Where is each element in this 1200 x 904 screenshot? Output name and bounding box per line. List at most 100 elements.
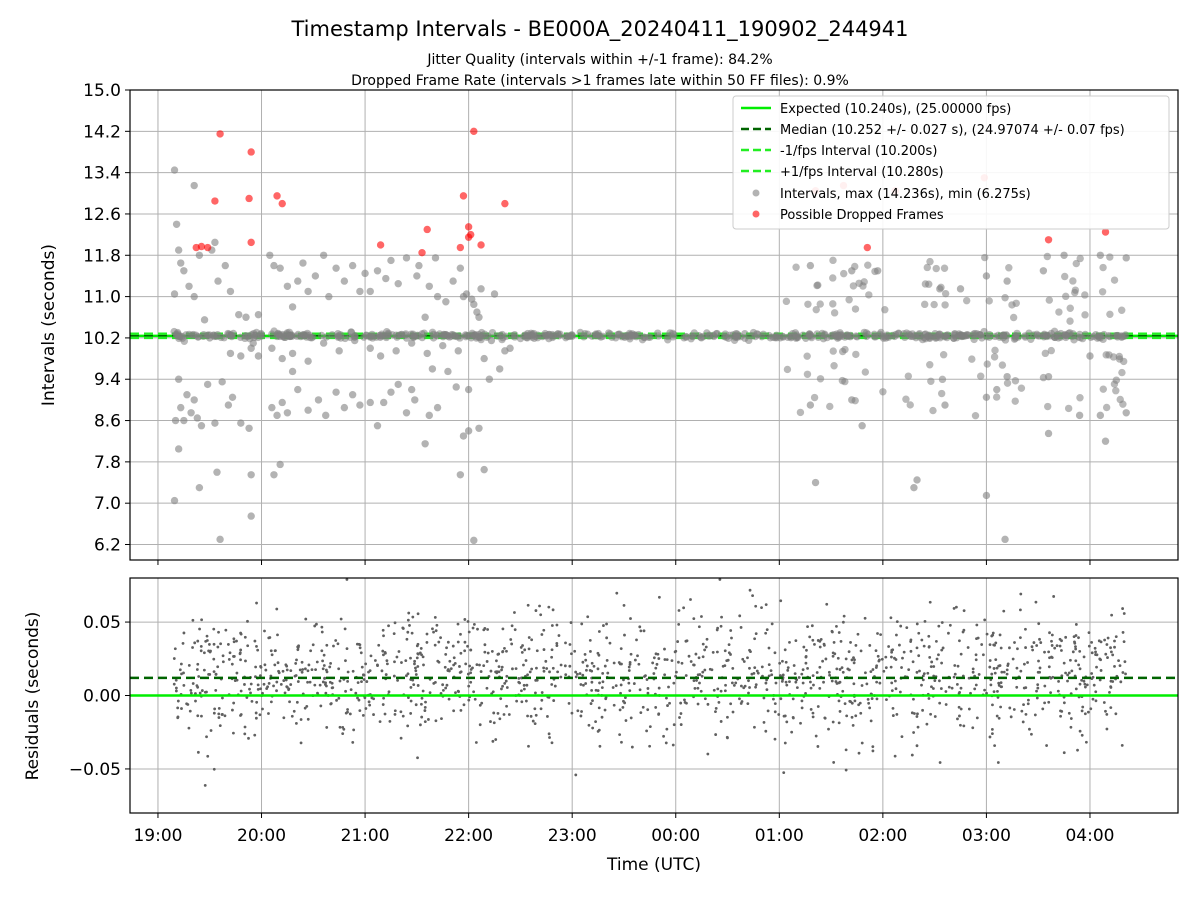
residual-point — [267, 681, 271, 685]
residual-point — [679, 712, 683, 715]
residual-point — [814, 734, 818, 738]
residual-point — [996, 761, 1000, 764]
residual-point — [329, 702, 333, 705]
residual-point — [1090, 672, 1094, 675]
residual-point — [346, 680, 349, 683]
dropped-frame-point — [501, 199, 509, 208]
residual-point — [1058, 637, 1062, 641]
interval-point — [941, 332, 950, 340]
residual-point — [539, 707, 543, 711]
residual-point — [551, 608, 555, 612]
residual-point — [865, 682, 869, 686]
interval-point — [356, 287, 364, 296]
interval-point — [849, 282, 858, 290]
residual-point — [299, 741, 303, 745]
residual-point — [823, 716, 827, 720]
residual-point — [255, 601, 258, 605]
residual-point — [993, 744, 997, 748]
residual-point — [216, 665, 220, 669]
residual-point — [1095, 665, 1098, 669]
residual-point — [833, 652, 837, 656]
interval-point — [829, 256, 837, 265]
interval-point — [366, 344, 374, 352]
residual-point — [971, 667, 975, 671]
interval-point — [237, 352, 245, 360]
interval-point — [304, 406, 312, 414]
residual-point — [729, 653, 732, 656]
residual-point — [889, 616, 893, 620]
residual-point — [479, 670, 483, 673]
intervals-y-tick-label: 6.2 — [94, 536, 121, 556]
residual-point — [269, 649, 273, 653]
dropped-frame-point — [247, 238, 255, 247]
residual-point — [345, 578, 349, 581]
residual-point — [416, 756, 419, 760]
interval-point — [1102, 403, 1111, 412]
interval-point — [1047, 346, 1055, 355]
residual-point — [393, 621, 397, 625]
residual-point — [503, 681, 507, 685]
residual-point — [621, 705, 625, 709]
residual-point — [619, 683, 623, 687]
residual-point — [550, 741, 554, 745]
interval-point — [985, 297, 993, 305]
interval-point — [193, 414, 202, 422]
residual-point — [336, 642, 340, 646]
residual-point — [557, 634, 561, 637]
residual-point — [663, 658, 667, 661]
residual-point — [574, 773, 578, 777]
residual-point — [1113, 639, 1116, 643]
residual-point — [555, 623, 559, 627]
interval-point — [1001, 294, 1009, 302]
residual-point — [739, 626, 743, 629]
interval-point — [926, 257, 934, 266]
residual-point — [432, 630, 435, 634]
residual-point — [202, 668, 206, 672]
interval-point — [180, 416, 188, 425]
interval-point — [464, 385, 473, 394]
residual-point — [459, 651, 463, 655]
residual-point — [531, 719, 535, 723]
residual-point — [235, 639, 238, 643]
residual-point — [600, 686, 604, 690]
residual-point — [700, 615, 703, 618]
residual-point — [191, 618, 195, 622]
residual-point — [195, 668, 199, 671]
residual-point — [346, 670, 350, 674]
residual-point — [409, 699, 413, 703]
residual-point — [582, 683, 585, 687]
residual-point — [809, 707, 813, 711]
residual-point — [734, 681, 738, 685]
residual-point — [748, 686, 751, 689]
interval-point — [332, 388, 340, 396]
residual-point — [522, 663, 525, 667]
residual-point — [816, 745, 820, 748]
interval-point — [1096, 251, 1105, 259]
interval-point — [206, 334, 214, 342]
residual-point — [784, 660, 788, 664]
residual-point — [666, 704, 669, 707]
residual-point — [459, 670, 463, 674]
residual-point — [921, 678, 925, 682]
interval-point — [952, 334, 961, 342]
residual-point — [383, 651, 387, 654]
residual-point — [556, 670, 560, 674]
interval-point — [470, 536, 478, 545]
residual-point — [410, 631, 414, 635]
interval-point — [237, 419, 245, 427]
residual-point — [956, 664, 960, 668]
residual-point — [754, 683, 758, 687]
residual-point — [795, 686, 799, 690]
residual-point — [684, 674, 688, 677]
residual-point — [887, 645, 891, 648]
residual-point — [1104, 709, 1107, 713]
interval-point — [543, 331, 551, 339]
interval-point — [826, 402, 834, 411]
residual-point — [714, 706, 718, 710]
residual-point — [258, 713, 262, 717]
residual-point — [635, 638, 638, 642]
residual-point — [875, 680, 879, 684]
interval-point — [268, 344, 276, 352]
residual-point — [703, 648, 707, 652]
residual-point — [994, 658, 998, 662]
